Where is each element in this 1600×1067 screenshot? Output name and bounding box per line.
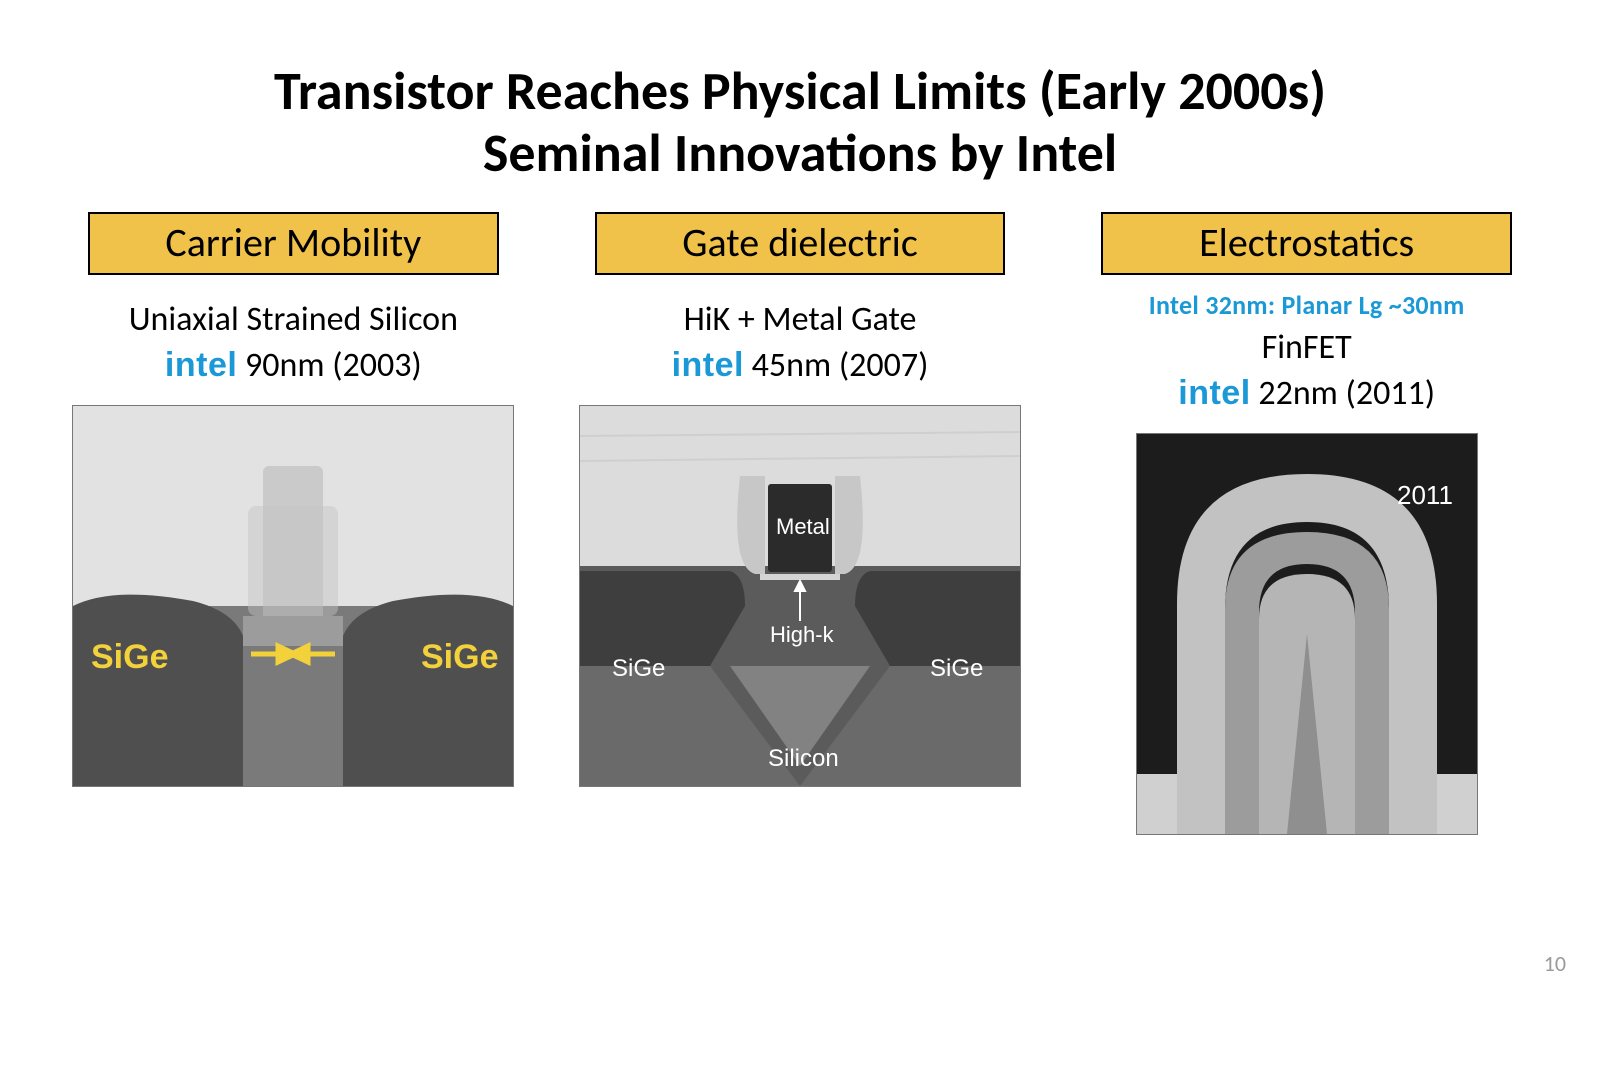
- sige-right-label: SiGe: [930, 655, 983, 682]
- highk-label: High-k: [770, 622, 835, 647]
- slide: Transistor Reaches Physical Limits (Earl…: [0, 0, 1600, 1067]
- column-header: Electrostatics: [1101, 212, 1512, 275]
- columns: Carrier Mobility Uniaxial Strained Silic…: [60, 212, 1540, 835]
- strained-silicon-svg: SiGe SiGe: [73, 406, 513, 786]
- intel-logo-text: intel: [1178, 374, 1250, 412]
- slide-title: Transistor Reaches Physical Limits (Earl…: [60, 60, 1540, 184]
- column-header: Carrier Mobility: [88, 212, 499, 275]
- planar-note: Intel 32nm: Planar Lg ~30nm: [1149, 289, 1465, 321]
- silicon-label: Silicon: [768, 745, 839, 772]
- subhead-node-year: 90nm (2003): [237, 345, 421, 386]
- subhead-main: Uniaxial Strained Silicon: [129, 299, 458, 342]
- subhead-node-year: 22nm (2011): [1251, 373, 1435, 414]
- figure-hik-metal-gate: Metal High-k SiGe SiGe Silicon: [579, 405, 1021, 787]
- hik-svg: Metal High-k SiGe SiGe Silicon: [580, 406, 1020, 786]
- sige-right-label: SiGe: [421, 638, 498, 676]
- column-subhead: FinFET intel 22nm (2011): [1178, 327, 1435, 415]
- subhead-main: HiK + Metal Gate: [672, 299, 929, 342]
- finfet-svg: 2011: [1137, 434, 1477, 834]
- column-subhead: Uniaxial Strained Silicon intel 90nm (20…: [129, 299, 458, 387]
- title-line1: Transistor Reaches Physical Limits (Earl…: [60, 60, 1540, 122]
- column-gate-dielectric: Gate dielectric HiK + Metal Gate intel 4…: [567, 212, 1034, 835]
- figure-finfet: 2011: [1136, 433, 1478, 835]
- subhead-main: FinFET: [1178, 327, 1435, 370]
- subhead-detail: intel 45nm (2007): [672, 344, 929, 388]
- intel-logo-text: intel: [672, 346, 744, 384]
- subhead-detail: intel 22nm (2011): [1178, 372, 1435, 416]
- sige-left-label: SiGe: [91, 638, 168, 676]
- title-line2: Seminal Innovations by Intel: [60, 122, 1540, 184]
- year-overlay: 2011: [1397, 480, 1453, 510]
- subhead-detail: intel 90nm (2003): [129, 344, 458, 388]
- intel-logo-text: intel: [165, 346, 237, 384]
- page-number: 10: [1544, 950, 1566, 977]
- metal-label: Metal: [776, 514, 830, 539]
- column-electrostatics: Electrostatics Intel 32nm: Planar Lg ~30…: [1073, 212, 1540, 835]
- figure-strained-silicon: SiGe SiGe: [72, 405, 514, 787]
- column-header: Gate dielectric: [595, 212, 1006, 275]
- column-subhead: HiK + Metal Gate intel 45nm (2007): [672, 299, 929, 387]
- subhead-node-year: 45nm (2007): [744, 345, 928, 386]
- column-carrier-mobility: Carrier Mobility Uniaxial Strained Silic…: [60, 212, 527, 835]
- sige-left-label: SiGe: [612, 655, 665, 682]
